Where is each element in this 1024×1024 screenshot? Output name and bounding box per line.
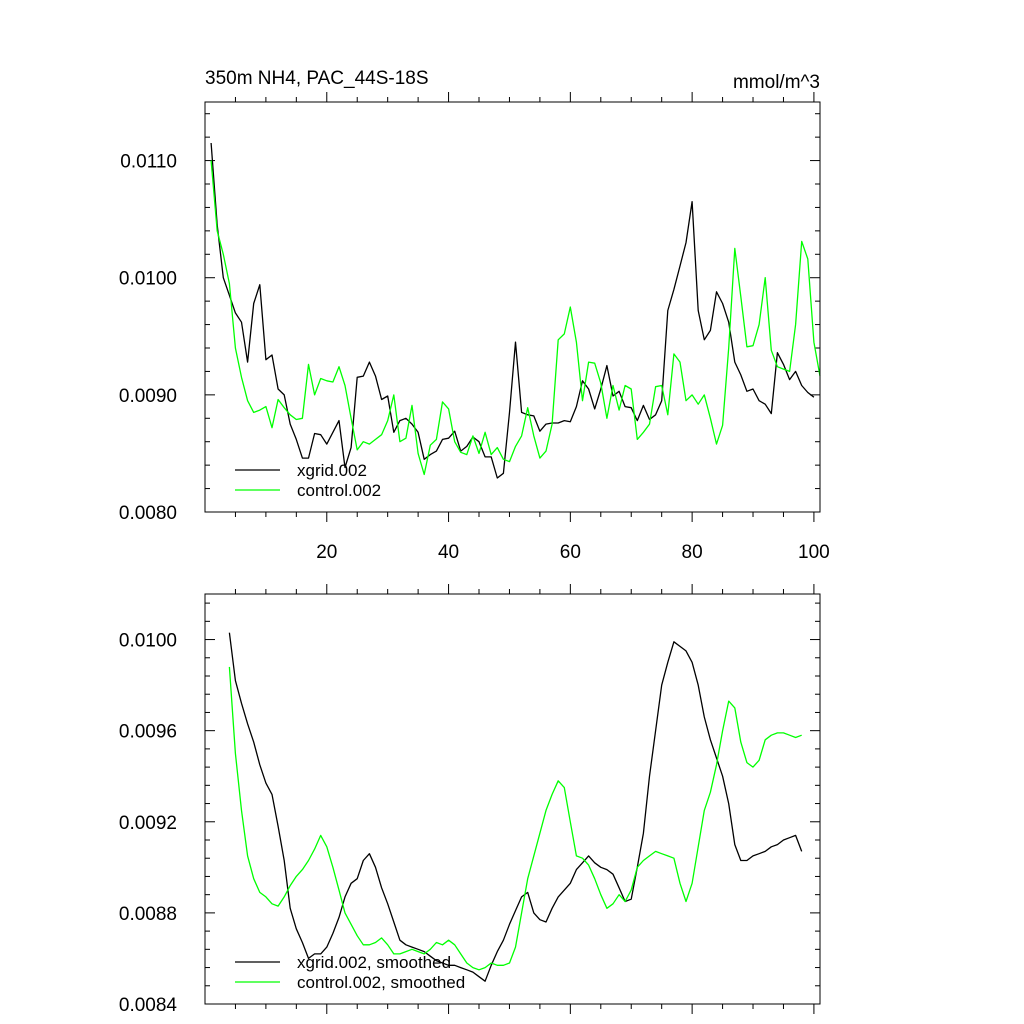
top-panel-units: mmol/m^3 [733, 72, 820, 93]
top-xtick-label: 20 [316, 542, 337, 563]
bottom-panel-series [228, 632, 803, 982]
bottom-ytick-label: 0.0088 [119, 904, 177, 925]
top-series-line-control [210, 160, 821, 476]
top-ytick-label: 0.0100 [119, 269, 177, 290]
top-ytick-label: 0.0080 [119, 503, 177, 524]
legend-label-xgrid-smoothed: xgrid.002, smoothed [297, 953, 451, 972]
bottom-series-line-control [228, 666, 802, 971]
bottom-panel: 0.0084 0.0088 0.0092 0.0096 0.0100 xgrid.002… [119, 584, 821, 1016]
top-panel-legend: xgrid.002 control.002 [235, 461, 381, 500]
legend-label-control: control.002 [297, 481, 381, 500]
top-series-line-xgrid [210, 142, 815, 479]
bottom-series-line-xgrid [228, 632, 803, 982]
bottom-panel-ticks: 0.0084 0.0088 0.0092 0.0096 0.0100 [119, 584, 820, 1016]
top-xtick-label: 100 [798, 542, 830, 563]
top-panel-title: 350m NH4, PAC_44S-18S [205, 68, 429, 89]
bottom-ytick-label: 0.0100 [119, 631, 177, 652]
bottom-ytick-label: 0.0084 [119, 995, 178, 1016]
top-ytick-label: 0.0090 [119, 386, 177, 407]
legend-label-xgrid: xgrid.002 [297, 461, 367, 480]
top-panel-frame [204, 101, 821, 513]
bottom-ytick-label: 0.0096 [119, 722, 177, 743]
top-xtick-label: 80 [682, 542, 703, 563]
bottom-panel-frame [204, 593, 821, 1005]
top-xtick-label: 60 [560, 542, 581, 563]
legend-label-control-smoothed: control.002, smoothed [297, 973, 465, 992]
top-panel-ticks: 0.0080 0.0090 0.0100 0.0110 20 40 60 80 100 [119, 92, 830, 563]
top-xtick-label: 40 [438, 542, 459, 563]
top-ytick-label: 0.0110 [120, 152, 177, 173]
top-panel-series [210, 142, 821, 479]
top-panel: 350m NH4, PAC_44S-18S mmol/m^3 0.00800.0… [119, 68, 830, 563]
bottom-ytick-label: 0.0092 [119, 813, 177, 834]
bottom-panel-legend: xgrid.002, smoothed control.002, smoothe… [235, 953, 465, 992]
